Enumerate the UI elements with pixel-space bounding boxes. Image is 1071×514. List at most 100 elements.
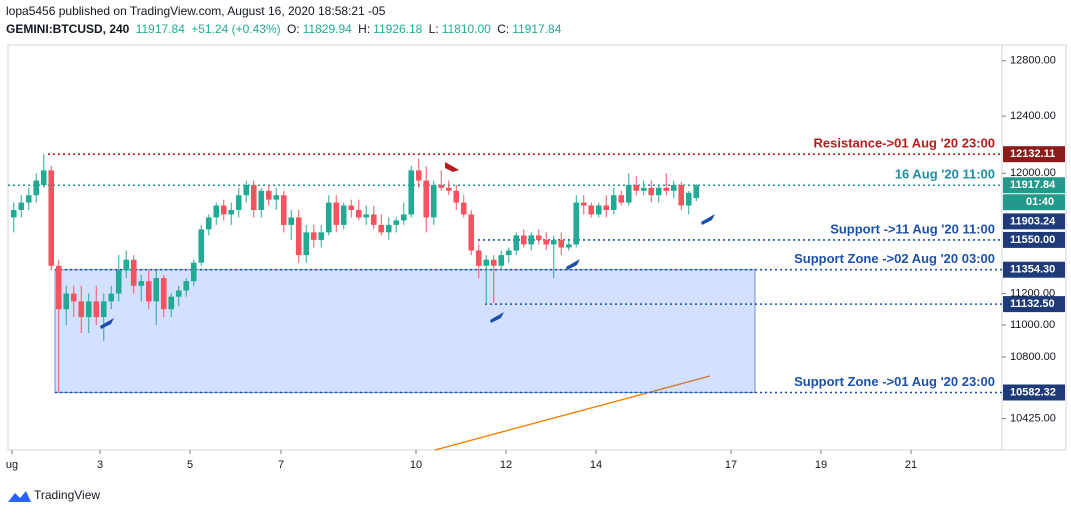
level-price-label: 11354.30 [1010,264,1055,276]
candle-body [48,170,55,266]
rocket-icon [490,312,504,323]
candle-body [220,205,227,215]
candle-body [355,209,362,218]
level-price-box [1003,146,1065,163]
candle-body [70,293,77,302]
candle-body [183,281,190,291]
candle-body [460,202,467,215]
x-tick-label: 5 [187,459,193,471]
level-price-label: 12132.11 [1010,148,1055,160]
candle-body [685,192,692,206]
publisher-line: lopa5456 published on TradingView.com, A… [6,4,388,18]
level-note: Resistance->01 Aug '20 23:00 [814,136,995,151]
candle-body [423,180,430,218]
l-value: 11810.00 [441,22,491,36]
candle-body [378,224,385,233]
candle-body [205,217,212,230]
candle-body [18,202,25,210]
candle-body [648,187,655,196]
candle-body [363,214,370,218]
candle-body [100,301,107,318]
x-tick-label: 3 [97,459,103,471]
candle-body [258,190,265,210]
y-tick-label: 11000.00 [1010,319,1055,331]
candle-body [213,205,220,218]
candle-body [565,244,572,248]
candle-body [138,281,145,286]
candle-body [108,293,115,302]
x-tick-label: 14 [590,459,602,471]
candle-body [333,202,340,225]
candle-body [415,170,422,181]
h-value: 11926.18 [373,22,423,36]
level-price-label: 10582.32 [1010,386,1056,398]
publisher: lopa5456 published on TradingView.com, A… [6,4,386,18]
candle-body [490,259,497,266]
candle-body [693,185,700,199]
level-price-label: 11550.00 [1010,234,1055,246]
candle-body [505,250,512,256]
candle-body [678,184,685,206]
candle-body [55,265,62,310]
candle-body [453,190,460,203]
candle-body [528,235,535,245]
candle-body [625,184,632,203]
level-price-box [1003,213,1065,230]
y-tick-label: 12400.00 [1010,110,1056,122]
change: +51.24 (+0.43%) [191,22,281,36]
symbol-line: GEMINI:BTCUSD, 240 11917.84 +51.24 (+0.4… [6,22,564,36]
candle-body [655,187,662,196]
candle-body [385,224,392,233]
candle-body [535,235,542,240]
logo-mark [8,491,31,502]
candle-body [310,232,317,240]
x-tick-label: 10 [410,459,422,471]
countdown: 01:40 [1026,196,1054,208]
level-note: 16 Aug '20 11:00 [895,167,995,182]
level-note: Support Zone ->01 Aug '20 23:00 [794,374,995,389]
candle-body [513,235,520,251]
candle-body [640,187,647,191]
candle-body [318,232,325,240]
y-tick-label: 12800.00 [1010,55,1056,67]
candle-body [303,232,310,256]
candle-body [543,239,550,245]
rocket-icons [100,162,715,329]
support-zone [54,269,756,393]
candle-body [115,270,122,294]
candle-body [550,239,557,245]
candle-body [228,209,235,215]
candle-body [618,195,625,203]
x-tick-label: ug [6,459,18,471]
candle-body [198,229,205,263]
h-label: H: [358,22,371,36]
candle-body [588,205,595,215]
candle-body [273,195,280,200]
candle-body [370,214,377,225]
candle-body [40,170,47,185]
logo: TradingView [8,488,100,502]
candle-body [340,205,347,225]
candle-body [468,214,475,251]
candle-body [10,209,17,218]
level-price-box [1003,296,1065,313]
o-value: 11829.94 [302,22,352,36]
c-label: C: [497,22,510,36]
candle-body [288,217,295,225]
candle-body [160,278,167,310]
level-price-box [1003,261,1065,278]
candle-body [130,259,137,286]
x-tick-label: 12 [500,459,512,471]
candle-body [408,170,415,215]
y-tick-label: 10425.00 [1010,413,1056,425]
frame [7,44,1067,451]
candle-body [295,217,302,256]
candle-body [400,214,407,221]
candle-body [603,205,610,210]
candle-body [348,205,355,210]
candle-body [633,184,640,191]
candle-body [393,220,400,225]
level-price-box [1003,177,1065,194]
